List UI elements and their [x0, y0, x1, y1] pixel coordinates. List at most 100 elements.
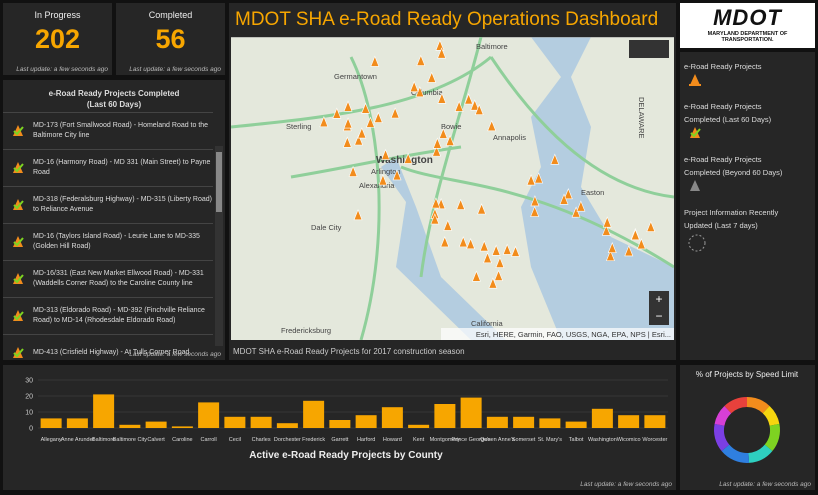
project-marker[interactable] — [511, 245, 520, 257]
bar[interactable] — [198, 402, 220, 428]
project-marker[interactable] — [563, 188, 573, 200]
bar[interactable] — [539, 418, 561, 428]
list-item[interactable]: MD-16 (Taylors Island Road) - Leurie Lan… — [3, 223, 213, 260]
list-item[interactable]: MD-413 (Crisfield Highway) - At Tulls Co… — [3, 334, 213, 371]
project-marker[interactable] — [319, 115, 329, 128]
project-marker[interactable] — [365, 116, 375, 128]
project-marker[interactable] — [432, 145, 442, 157]
project-marker[interactable] — [430, 213, 440, 225]
project-marker[interactable] — [559, 193, 569, 205]
project-marker[interactable] — [440, 236, 450, 248]
donut-segment[interactable] — [714, 423, 730, 452]
bar[interactable] — [565, 421, 587, 428]
project-marker[interactable] — [530, 205, 540, 217]
project-marker[interactable] — [454, 100, 464, 112]
project-marker[interactable] — [576, 200, 586, 212]
project-marker[interactable] — [343, 117, 353, 129]
project-marker[interactable] — [606, 249, 615, 261]
project-marker[interactable] — [534, 172, 544, 184]
bar[interactable] — [644, 415, 666, 428]
project-marker[interactable] — [477, 203, 487, 215]
bar[interactable] — [329, 420, 351, 428]
bar[interactable] — [276, 423, 298, 428]
project-marker[interactable] — [409, 80, 419, 92]
zoom-in[interactable]: + — [655, 292, 662, 306]
zoom-control[interactable] — [649, 291, 669, 325]
bar[interactable] — [224, 416, 246, 428]
project-marker[interactable] — [427, 71, 437, 83]
project-marker[interactable] — [445, 134, 455, 146]
list-item[interactable]: MD-16/331 (East New Market Ellwood Road)… — [3, 260, 213, 297]
bar[interactable] — [460, 397, 482, 428]
bar[interactable] — [66, 418, 88, 428]
bar[interactable] — [591, 408, 613, 428]
donut-segment[interactable] — [721, 444, 750, 463]
bar[interactable] — [145, 421, 167, 428]
bar[interactable] — [40, 418, 62, 428]
project-marker[interactable] — [494, 269, 504, 281]
project-marker[interactable] — [373, 111, 383, 123]
project-marker[interactable] — [342, 136, 352, 148]
project-marker[interactable] — [354, 134, 364, 146]
project-marker[interactable] — [483, 252, 492, 264]
project-marker[interactable] — [432, 137, 442, 149]
scroll-thumb[interactable] — [216, 152, 222, 212]
donut-segment[interactable] — [764, 423, 780, 452]
project-marker[interactable] — [550, 153, 560, 165]
project-marker[interactable] — [438, 127, 448, 139]
project-marker[interactable] — [353, 209, 363, 221]
project-marker[interactable] — [437, 47, 447, 59]
map[interactable]: + − Esri, HERE, Garmin, FAO, USGS, NGA, … — [231, 37, 674, 340]
bar[interactable] — [171, 426, 193, 428]
bar[interactable] — [93, 394, 115, 428]
project-marker[interactable] — [435, 39, 445, 51]
project-marker[interactable] — [403, 152, 413, 164]
project-marker[interactable] — [378, 174, 388, 186]
project-marker[interactable] — [458, 236, 468, 248]
project-marker[interactable] — [479, 240, 489, 252]
list-item[interactable]: MD-173 (Fort Smallwood Road) - Homeland … — [3, 112, 213, 149]
project-marker[interactable] — [437, 92, 447, 104]
bar[interactable] — [119, 424, 141, 428]
project-marker[interactable] — [443, 219, 453, 231]
project-marker[interactable] — [646, 220, 656, 232]
bar[interactable] — [618, 415, 640, 428]
project-marker[interactable] — [392, 169, 402, 181]
project-marker[interactable] — [488, 277, 498, 289]
project-marker[interactable] — [471, 270, 481, 282]
project-marker[interactable] — [601, 224, 611, 236]
bar[interactable] — [303, 400, 325, 428]
project-marker[interactable] — [602, 216, 612, 228]
project-marker[interactable] — [636, 238, 646, 250]
project-marker[interactable] — [526, 174, 536, 186]
project-marker[interactable] — [530, 195, 540, 207]
project-marker[interactable] — [495, 256, 505, 268]
bar[interactable] — [434, 404, 456, 428]
project-marker[interactable] — [491, 244, 501, 256]
project-marker[interactable] — [361, 102, 371, 114]
list-item[interactable]: MD-16 (Harmony Road) - MD 331 (Main Stre… — [3, 149, 213, 186]
donut-segment[interactable] — [714, 405, 732, 427]
project-marker[interactable] — [466, 237, 476, 250]
project-marker[interactable] — [416, 54, 426, 66]
bar[interactable] — [408, 424, 430, 428]
project-marker[interactable] — [348, 165, 358, 177]
donut-segment[interactable] — [746, 397, 770, 414]
donut-segment[interactable] — [762, 405, 780, 427]
project-marker[interactable] — [431, 197, 441, 209]
bar[interactable] — [355, 415, 377, 428]
project-marker[interactable] — [456, 198, 466, 210]
project-marker[interactable] — [332, 107, 342, 119]
project-marker[interactable] — [474, 103, 484, 116]
bar[interactable] — [250, 416, 272, 428]
project-marker[interactable] — [464, 93, 474, 105]
zoom-out[interactable]: − — [655, 309, 662, 323]
bar[interactable] — [513, 416, 535, 428]
project-marker[interactable] — [343, 100, 353, 112]
project-marker[interactable] — [470, 99, 480, 111]
bar[interactable] — [381, 407, 403, 428]
project-marker[interactable] — [370, 55, 380, 67]
project-marker[interactable] — [624, 245, 634, 257]
list-item[interactable]: MD-318 (Federalsburg Highway) - MD-315 (… — [3, 186, 213, 223]
project-marker[interactable] — [487, 119, 497, 132]
